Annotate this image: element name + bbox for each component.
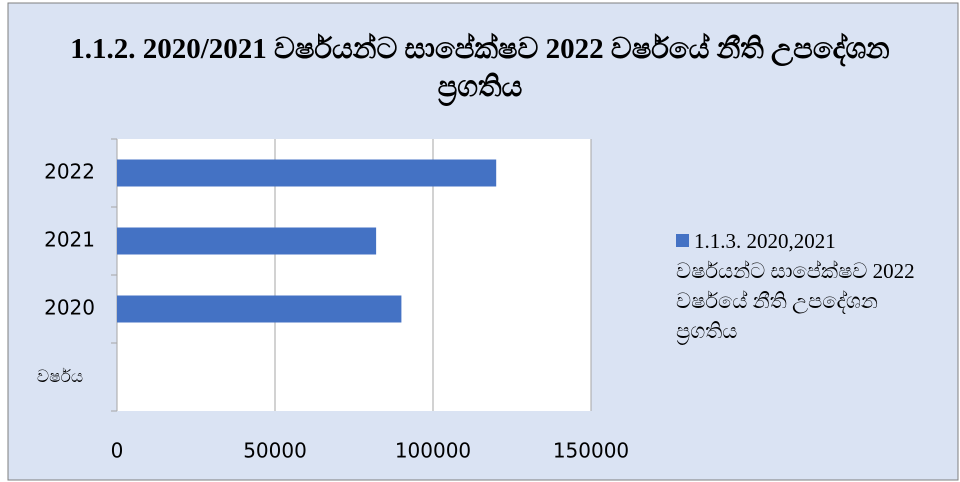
bar	[117, 159, 497, 187]
chart-title: 1.1.2. 2020/2021 වර්ෂයන්ට සාපේක්ෂව 2022 …	[70, 33, 890, 103]
y-tick-label: 2022	[44, 160, 95, 184]
legend: 1.1.3. 2020,2021 වර්ෂයන්ට සාපේක්ෂව 2022 …	[676, 226, 926, 346]
x-tick-label: 0	[111, 439, 124, 463]
bar	[117, 227, 377, 255]
legend-label: 1.1.3. 2020,2021 වර්ෂයන්ට සාපේක්ෂව 2022 …	[676, 229, 915, 343]
x-tick-label: 50000	[243, 439, 307, 463]
legend-swatch	[676, 234, 689, 247]
bar	[117, 295, 402, 323]
x-tick-label: 150000	[553, 439, 629, 463]
y-tick-label: 2020	[44, 296, 95, 320]
y-tick-label: වර්ෂය	[37, 367, 83, 387]
y-tick-label: 2021	[44, 228, 95, 252]
x-tick-label: 100000	[395, 439, 471, 463]
